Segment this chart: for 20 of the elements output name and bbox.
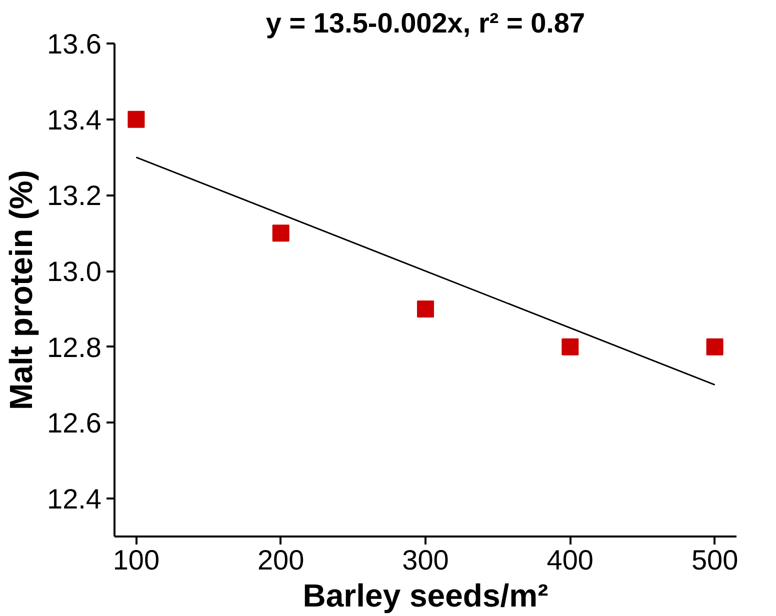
x-axis-title: Barley seeds/m² xyxy=(302,578,548,614)
x-tick-label: 200 xyxy=(257,544,304,576)
y-tick-label: 13.2 xyxy=(47,180,102,212)
point xyxy=(272,224,290,242)
point xyxy=(417,300,434,318)
y-tick-label: 13.0 xyxy=(47,256,102,288)
x-tick-label: 100 xyxy=(112,544,160,576)
point xyxy=(706,338,724,356)
y-tick-label: 12.6 xyxy=(47,408,102,439)
y-tick-label: 12.4 xyxy=(47,484,102,515)
x-tick-label: 400 xyxy=(546,544,594,576)
point xyxy=(562,338,579,356)
x-tick-label: 500 xyxy=(691,544,738,576)
y-tick-label: 13.6 xyxy=(47,28,102,60)
chart-title: y = 13.5-0.002x, r² = 0.87 xyxy=(266,8,586,38)
y-axis-title: Malt protein (%) xyxy=(3,170,40,410)
y-tick-label: 12.8 xyxy=(47,332,102,363)
y-tick-label: 13.4 xyxy=(47,104,102,136)
x-tick-label: 300 xyxy=(402,544,449,576)
point xyxy=(128,110,145,128)
